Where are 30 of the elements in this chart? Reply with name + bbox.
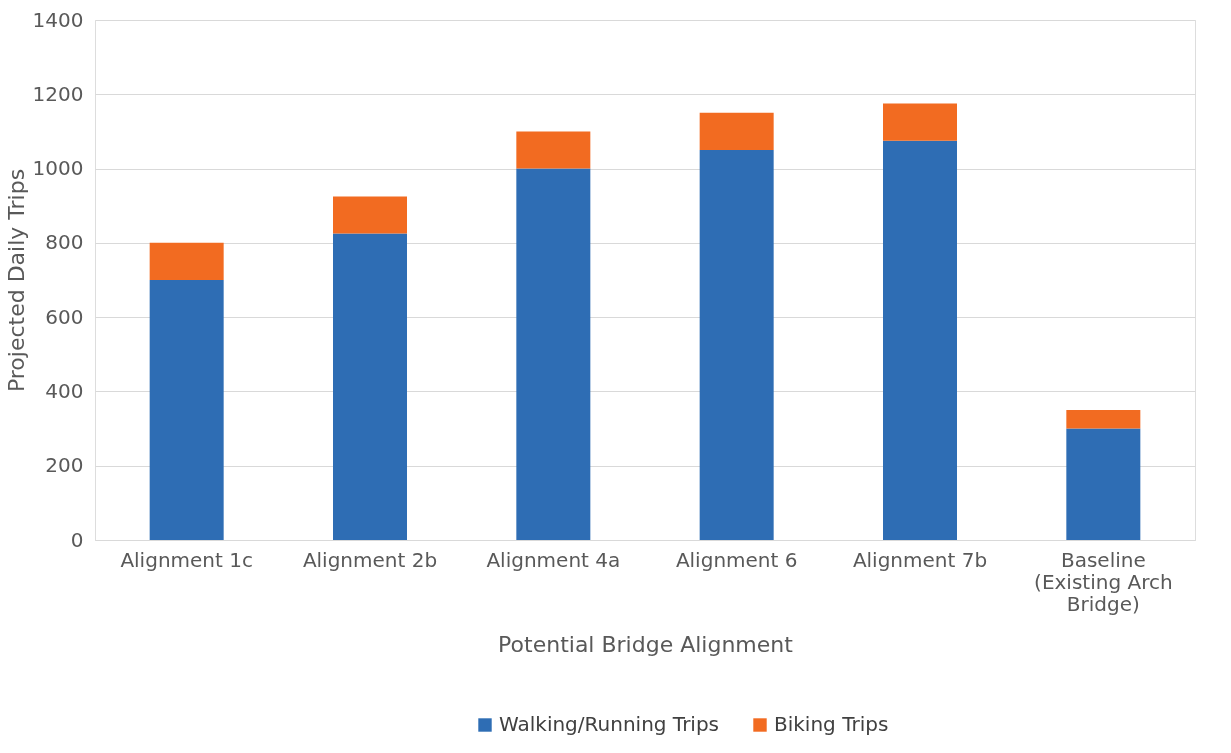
y-tick-label: 200 bbox=[45, 453, 84, 478]
bar bbox=[516, 131, 591, 169]
x-tick-label: Baseline (Existing Arch Bridge) bbox=[1034, 547, 1173, 616]
y-tick-label: 0 bbox=[70, 527, 84, 552]
bar bbox=[333, 196, 407, 234]
legend-label: Walking/Running Trips bbox=[499, 712, 720, 736]
y-tick-label: 1400 bbox=[32, 7, 84, 32]
x-tick-label: Alignment 7b bbox=[852, 547, 988, 572]
x-tick-label: Alignment 6 bbox=[675, 547, 798, 572]
x-tick-label: Alignment 1c bbox=[120, 547, 253, 572]
bar bbox=[883, 103, 957, 141]
bar bbox=[333, 233, 407, 540]
x-tick-label: Alignment 2b bbox=[302, 547, 438, 572]
x-axis-title: Potential Bridge Alignment bbox=[498, 631, 794, 657]
x-tick-label: Alignment 4a bbox=[486, 547, 621, 572]
bar bbox=[1066, 410, 1141, 429]
y-tick-label: 400 bbox=[45, 378, 84, 403]
y-tick-label: 600 bbox=[45, 304, 84, 329]
legend-label: Biking Trips bbox=[774, 712, 889, 736]
bar bbox=[149, 242, 224, 280]
bar bbox=[149, 280, 224, 540]
bar bbox=[883, 140, 957, 540]
y-tick-label: 1000 bbox=[32, 156, 84, 181]
bar bbox=[516, 168, 591, 540]
bar bbox=[699, 150, 774, 540]
y-tick-label: 1200 bbox=[32, 81, 84, 106]
y-axis-title: Projected Daily Trips bbox=[3, 168, 29, 393]
bar bbox=[1066, 428, 1141, 540]
y-tick-label: 800 bbox=[45, 230, 84, 255]
bar bbox=[699, 112, 774, 150]
